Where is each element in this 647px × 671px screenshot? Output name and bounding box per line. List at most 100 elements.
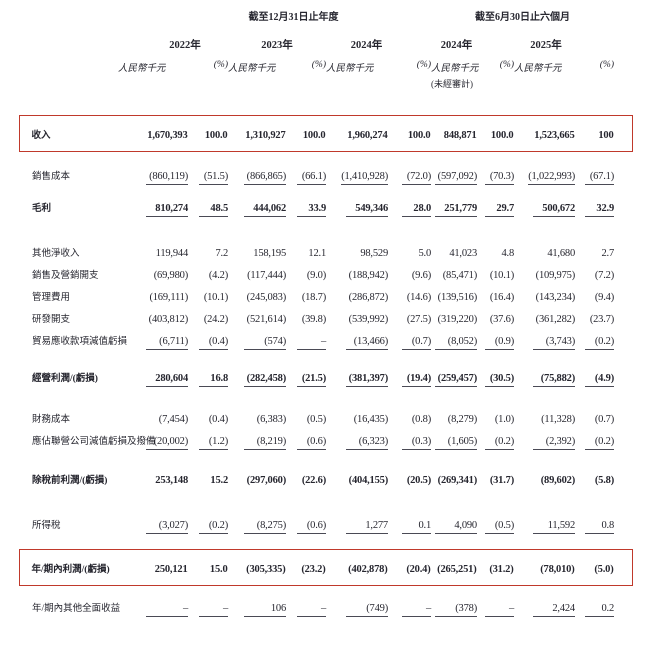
cell-value: (378) xyxy=(431,603,477,617)
cell-value: (69,980) xyxy=(142,270,188,283)
cell-percent: (18.7) xyxy=(286,292,326,305)
cell-value: 253,148 xyxy=(142,475,188,488)
cell-text: 253,148 xyxy=(155,475,188,486)
cell-text: (319,220) xyxy=(437,314,478,325)
cell-value: (286,872) xyxy=(326,292,389,305)
cell-value: (85,471) xyxy=(431,270,477,283)
percent-label: (%) xyxy=(416,60,431,70)
row-label: 其他淨收入 xyxy=(32,249,80,259)
cell-text: (1,410,928) xyxy=(341,171,388,185)
cell-value: 98,529 xyxy=(326,248,388,261)
cell-text: (23.7) xyxy=(589,314,614,325)
cell-text: (6,383) xyxy=(256,414,286,425)
cell-value: (143,234) xyxy=(514,292,576,305)
row-label: 應佔聯營公司減值虧損及撥備 xyxy=(32,437,156,447)
cell-percent: 0.8 xyxy=(575,520,614,534)
cell-value: (574) xyxy=(228,336,286,350)
cell-percent: (51.5) xyxy=(188,171,228,185)
cell-text: (4.9) xyxy=(585,373,614,387)
cell-text: (143,234) xyxy=(535,292,576,303)
cell-value: (259,457) xyxy=(431,373,477,387)
cell-text: (7.2) xyxy=(594,270,614,281)
cell-text: 5.0 xyxy=(418,248,431,259)
cell-value: (169,111) xyxy=(142,292,188,305)
cell-text: 1,277 xyxy=(346,520,388,534)
cell-value: (8,052) xyxy=(431,336,477,350)
cell-text: 2.7 xyxy=(601,248,614,259)
cell-value: (282,458) xyxy=(228,373,286,387)
cell-text: (0.2) xyxy=(199,520,228,534)
cell-text: (22.6) xyxy=(301,475,326,486)
cell-value: (75,882) xyxy=(514,373,575,387)
cell-percent: 100.0 xyxy=(388,130,431,143)
label-column-spacer xyxy=(32,37,142,52)
cell-text: (75,882) xyxy=(533,373,575,387)
cell-percent: 5.0 xyxy=(388,248,431,261)
cell-text: (597,092) xyxy=(435,171,477,185)
cell-value: (402,878) xyxy=(326,564,388,577)
table-row: 毛利 810,274 48.5 444,062 33.9 549,346 28.0 251,7… xyxy=(32,200,614,217)
row-label: 經營利潤/(虧損) xyxy=(32,374,98,384)
cell-value: 106 xyxy=(228,603,286,617)
cell-text: (1,605) xyxy=(435,436,477,450)
cell-percent: (16.4) xyxy=(477,292,514,305)
cell-text: (51.5) xyxy=(199,171,228,185)
cell-text: 41,680 xyxy=(547,248,575,259)
cell-percent: 15.0 xyxy=(188,564,228,577)
unaudited-note: (未經審計) xyxy=(431,79,473,89)
unit-label: 人民幣千元 xyxy=(514,64,562,74)
cell-value: (297,060) xyxy=(228,475,287,488)
cell-value: (16,435) xyxy=(326,414,388,427)
year-2024-interim: 2024年 xyxy=(440,40,473,51)
label-column-spacer xyxy=(32,8,142,23)
cell-value: (3,743) xyxy=(514,336,575,350)
cell-text: (0.2) xyxy=(485,436,514,450)
period-header-interim: 截至6月30日止六個月 xyxy=(475,12,570,23)
cell-value: (8,219) xyxy=(228,436,286,450)
row-label: 銷售及營銷開支 xyxy=(32,271,99,281)
cell-value: (265,251) xyxy=(431,564,477,577)
table-row-highlighted: 收入 1,670,393 100.0 1,310,927 100.0 1,960,274 1… xyxy=(19,115,633,152)
cell-text: – xyxy=(297,336,326,350)
cell-value: (539,992) xyxy=(326,314,389,327)
cell-text: (6,711) xyxy=(146,336,188,350)
cell-value: 549,346 xyxy=(326,203,388,217)
year-header-row: 2022年 2023年 2024年 2024年 2025年 xyxy=(32,37,614,52)
cell-percent: (0.4) xyxy=(188,336,228,350)
cell-text: 0.1 xyxy=(402,520,431,534)
cell-percent: 100.0 xyxy=(286,130,326,143)
cell-text: 28.0 xyxy=(402,203,431,217)
table-row: 財務成本 (7,454) (0.4) (6,383) (0.5) (16,435) (0.8… xyxy=(32,411,614,427)
cell-value: (89,602) xyxy=(514,475,575,488)
cell-text: 33.9 xyxy=(297,203,326,217)
cell-text: – xyxy=(402,603,431,617)
row-label: 年/期內利潤/(虧損) xyxy=(31,565,110,575)
unit-label: 人民幣千元 xyxy=(431,64,479,74)
cell-value: – xyxy=(142,603,188,617)
unit-group: 人民幣千元 (%) xyxy=(326,60,431,74)
cell-percent: (1.0) xyxy=(477,414,514,427)
cell-text: 29.7 xyxy=(485,203,514,217)
cell-percent: (9.6) xyxy=(388,270,431,283)
cell-percent: (22.6) xyxy=(286,475,326,488)
cell-percent: – xyxy=(286,603,326,617)
cell-percent: 2.7 xyxy=(575,248,614,261)
cell-value: (749) xyxy=(326,603,388,617)
percent-label: (%) xyxy=(599,60,614,70)
cell-text: (0.5) xyxy=(306,414,326,425)
cell-value: 1,960,274 xyxy=(326,130,387,143)
cell-text: 106 xyxy=(244,603,286,617)
percent-label: (%) xyxy=(213,60,228,70)
cell-text: (10.1) xyxy=(489,270,514,281)
cell-percent: (37.6) xyxy=(477,314,514,327)
cell-text: (27.5) xyxy=(406,314,431,325)
cell-text: 100.0 xyxy=(302,130,326,141)
cell-percent: (39.8) xyxy=(286,314,326,327)
percent-label: (%) xyxy=(499,60,514,70)
cell-text: (20,002) xyxy=(146,436,188,450)
cell-value: 280,604 xyxy=(142,373,188,387)
cell-value: 41,023 xyxy=(431,248,477,261)
cell-text: (89,602) xyxy=(540,475,575,486)
cell-text: 810,274 xyxy=(146,203,188,217)
cell-text: – xyxy=(485,603,514,617)
